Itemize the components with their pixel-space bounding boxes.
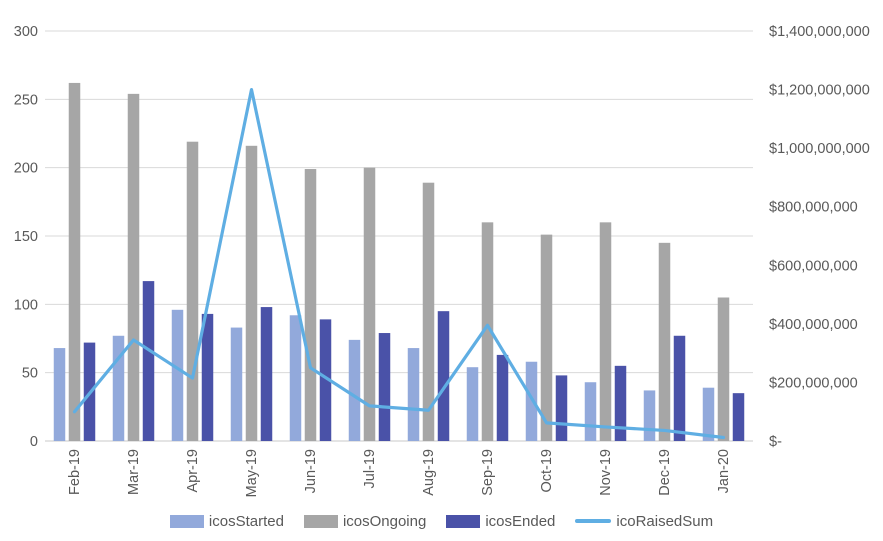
- bar-icosEnded-Jul-19: [378, 333, 391, 441]
- bar-icosStarted-Aug-19: [407, 348, 420, 441]
- bar-icosEnded-Mar-19: [142, 281, 155, 441]
- bar-icosOngoing-Nov-19: [599, 222, 612, 441]
- x-axis-label-Nov-19: Nov-19: [598, 449, 614, 496]
- right-axis-tick-label: $600,000,000: [769, 258, 858, 274]
- bar-icosOngoing-Jul-19: [363, 167, 376, 441]
- bar-icosEnded-May-19: [260, 307, 273, 441]
- legend-label-icos-ongoing: icosOngoing: [342, 512, 427, 530]
- bar-icosStarted-Jun-19: [289, 315, 302, 441]
- legend-label-icos-ended: icosEnded: [485, 512, 556, 530]
- right-axis-tick-label: $400,000,000: [769, 317, 858, 333]
- legend-item-icos-ongoing: icosOngoing: [303, 512, 427, 530]
- bar-icosStarted-Mar-19: [112, 335, 125, 441]
- right-axis-tick-label: $1,400,000,000: [769, 24, 870, 40]
- bar-icosEnded-Dec-19: [673, 335, 686, 441]
- bar-icosStarted-Dec-19: [643, 390, 656, 441]
- bar-icosStarted-Oct-19: [525, 361, 538, 441]
- x-axis-label-Mar-19: Mar-19: [126, 449, 142, 495]
- bar-icosStarted-Nov-19: [584, 382, 597, 441]
- right-axis-tick-label: $200,000,000: [769, 375, 858, 391]
- bar-icosEnded-Jan-20: [732, 393, 745, 441]
- bar-icosStarted-Sep-19: [466, 367, 479, 441]
- icos-started-swatch: [169, 514, 204, 528]
- x-axis-label-Jun-19: Jun-19: [303, 449, 319, 493]
- right-axis-tick-label: $1,000,000,000: [769, 141, 870, 157]
- bar-icosStarted-Jan-20: [702, 387, 715, 441]
- bar-icosOngoing-Jan-20: [717, 297, 730, 441]
- left-axis-tick-label: 0: [30, 434, 38, 450]
- left-axis-tick-label: 150: [14, 229, 38, 245]
- icos-ended-swatch: [446, 514, 481, 528]
- left-axis-tick-label: 50: [22, 366, 38, 382]
- x-axis-label-Apr-19: Apr-19: [185, 449, 201, 493]
- x-axis-label-Dec-19: Dec-19: [657, 449, 673, 496]
- x-axis-label-May-19: May-19: [244, 449, 260, 497]
- bar-icosEnded-Oct-19: [555, 375, 568, 441]
- right-axis-tick-label: $-: [769, 434, 782, 450]
- line-icoRaisedSum: [72, 87, 726, 440]
- bar-icosStarted-Jul-19: [348, 339, 361, 441]
- bar-icosStarted-Apr-19: [171, 309, 184, 441]
- bar-icosOngoing-Mar-19: [127, 93, 140, 441]
- x-axis-label-Jul-19: Jul-19: [362, 449, 378, 489]
- legend-item-icos-ended: icosEnded: [446, 513, 555, 530]
- legend-label-icos-started: icosStarted: [208, 512, 284, 530]
- x-axis-label-Sep-19: Sep-19: [480, 449, 496, 496]
- legend-item-icos-started: icosStarted: [169, 512, 284, 530]
- bar-icosEnded-Sep-19: [496, 354, 509, 441]
- left-axis-tick-label: 200: [14, 161, 38, 177]
- x-axis-label-Oct-19: Oct-19: [539, 449, 555, 493]
- bar-icosOngoing-May-19: [245, 145, 258, 442]
- x-axis-label-Jan-20: Jan-20: [716, 449, 732, 493]
- bar-icosStarted-Feb-19: [53, 348, 66, 441]
- bar-icosOngoing-Dec-19: [658, 242, 671, 441]
- bar-icosEnded-Jun-19: [319, 319, 332, 441]
- bar-icosEnded-Aug-19: [437, 311, 450, 441]
- bar-icosEnded-Nov-19: [614, 365, 627, 441]
- x-axis-label-Aug-19: Aug-19: [421, 449, 437, 496]
- ico-stats-combo-chart: 0 50 100 150 200 250 300 $- $200,000,000 $400,000…: [14, 24, 870, 497]
- x-axis-label-Feb-19: Feb-19: [67, 449, 83, 495]
- bar-icosOngoing-Oct-19: [540, 234, 553, 441]
- bar-icosStarted-May-19: [230, 327, 243, 441]
- chart-legend: icosStarted icosOngoing icosEnded icoRai…: [0, 508, 883, 534]
- icos-ongoing-swatch: [303, 514, 338, 528]
- bar-icosOngoing-Jun-19: [304, 169, 317, 442]
- bar-icosOngoing-Aug-19: [422, 182, 435, 441]
- left-axis-tick-label: 250: [14, 92, 38, 108]
- ico-raised-sum-swatch: [575, 519, 612, 523]
- right-axis-tick-label: $800,000,000: [769, 200, 858, 216]
- legend-label-ico-raised-sum: icoRaisedSum: [616, 512, 714, 530]
- legend-item-ico-raised-sum: icoRaisedSum: [575, 513, 713, 530]
- right-axis-tick-label: $1,200,000,000: [769, 83, 870, 99]
- bar-icosOngoing-Sep-19: [481, 222, 494, 441]
- bar-icosEnded-Apr-19: [201, 313, 214, 441]
- left-axis-tick-label: 100: [14, 297, 38, 313]
- left-axis-tick-label: 300: [14, 24, 38, 40]
- bar-icosOngoing-Apr-19: [186, 141, 199, 441]
- bar-icosOngoing-Feb-19: [68, 82, 81, 441]
